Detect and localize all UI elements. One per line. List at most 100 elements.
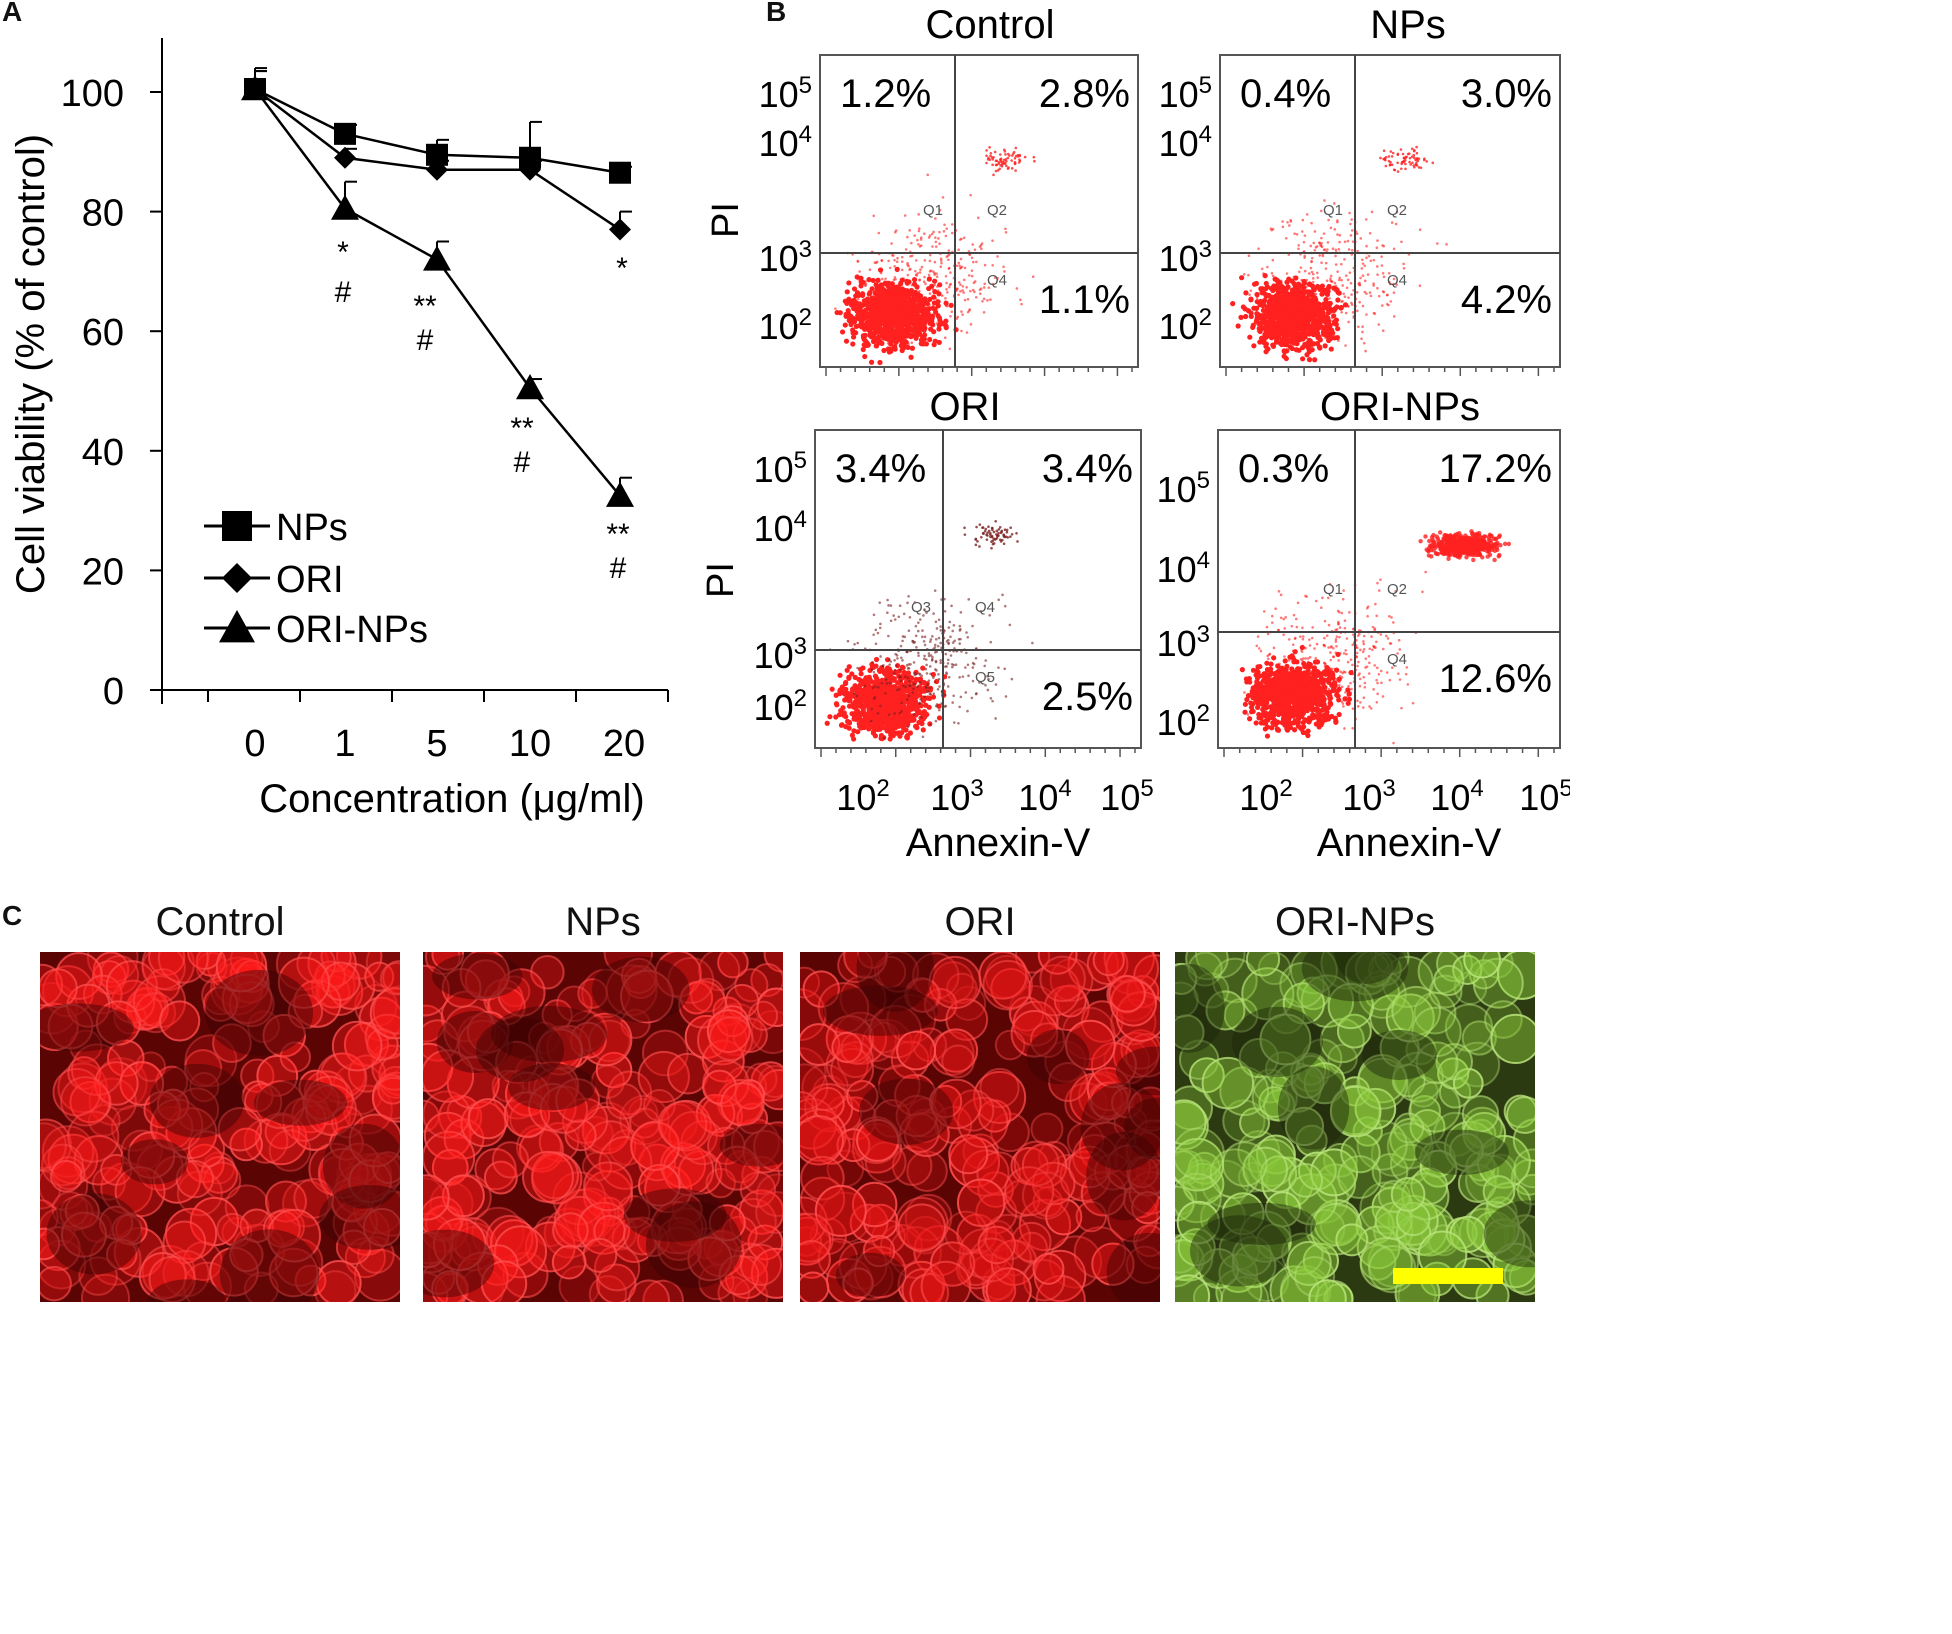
event-dot	[959, 611, 963, 614]
event-dot	[855, 688, 861, 694]
event-dot	[1293, 326, 1299, 332]
event-dot	[847, 697, 853, 703]
event-dot	[925, 326, 928, 330]
event-dot	[989, 640, 993, 644]
event-dot	[1295, 713, 1301, 719]
event-dot	[1281, 348, 1287, 354]
event-dot	[894, 313, 900, 319]
point-ori-nps	[241, 75, 269, 101]
event-dot	[1270, 343, 1277, 349]
log-tick-label: 103	[754, 633, 807, 676]
event-dot	[987, 286, 991, 289]
event-dot	[1240, 304, 1246, 310]
event-dot	[908, 354, 914, 360]
event-dot	[872, 633, 875, 637]
event-dot	[883, 698, 889, 704]
event-dot	[937, 672, 940, 676]
significance-mark: *	[337, 236, 349, 269]
event-dot	[898, 668, 902, 672]
event-dot	[1009, 535, 1012, 539]
point-ori-nps	[331, 194, 359, 220]
event-dot	[919, 618, 922, 621]
event-dot	[918, 271, 922, 274]
event-dot	[1336, 711, 1342, 718]
log-tick-label: 104	[1018, 775, 1071, 818]
log-tick-label: 105	[1100, 775, 1153, 818]
legend-marker	[219, 610, 255, 643]
event-dot	[1293, 332, 1299, 338]
event-dot	[1268, 303, 1271, 306]
event-dot	[870, 296, 874, 300]
event-dot	[997, 528, 1001, 531]
event-dot	[1349, 281, 1353, 285]
event-dot	[1255, 669, 1261, 675]
event-dot	[1273, 687, 1279, 693]
event-dot	[991, 699, 994, 703]
event-dot	[988, 146, 991, 149]
event-dot	[944, 704, 948, 708]
event-dot	[846, 675, 852, 681]
event-dot	[871, 338, 877, 344]
event-dot	[915, 317, 919, 321]
event-dot	[910, 341, 914, 345]
event-dot	[1348, 271, 1352, 274]
event-dot	[844, 300, 850, 306]
event-dot	[868, 268, 872, 272]
event-dot	[933, 589, 937, 592]
event-dot	[1000, 164, 1004, 168]
event-dot	[1316, 724, 1322, 730]
event-dot	[1276, 301, 1279, 304]
event-dot	[914, 259, 918, 262]
event-dot	[834, 702, 840, 708]
event-dot	[1305, 278, 1309, 282]
event-dot	[914, 634, 918, 638]
event-dot	[957, 248, 960, 251]
event-dot	[906, 273, 910, 277]
event-dot	[1295, 720, 1301, 726]
event-dot	[882, 311, 888, 318]
event-dot	[1291, 293, 1295, 297]
event-dot	[1262, 318, 1268, 324]
event-dot	[912, 661, 916, 664]
event-dot	[1249, 289, 1253, 292]
event-dot	[948, 347, 952, 351]
event-dot	[864, 296, 871, 302]
event-dot	[1301, 300, 1305, 304]
event-dot	[871, 686, 875, 690]
event-dot	[958, 264, 961, 267]
event-dot	[1351, 311, 1355, 314]
event-dot	[926, 173, 930, 177]
event-dot	[906, 327, 909, 330]
event-dot	[1289, 287, 1295, 293]
event-dot	[853, 294, 856, 298]
event-dot	[1343, 240, 1347, 244]
event-dot	[1364, 349, 1367, 353]
event-dot	[907, 342, 910, 346]
event-dot	[1351, 240, 1355, 243]
event-dot	[998, 167, 1002, 171]
event-dot	[1312, 292, 1316, 295]
event-dot	[1280, 299, 1284, 303]
event-dot	[863, 342, 869, 349]
event-dot	[1300, 729, 1306, 736]
event-dot	[1400, 161, 1404, 164]
event-dot	[935, 322, 939, 325]
event-dot	[1242, 272, 1246, 276]
event-dot	[1349, 222, 1352, 226]
event-dot	[946, 291, 949, 294]
panel-label-c: C	[2, 900, 23, 931]
event-dot	[923, 635, 927, 639]
event-dot	[893, 297, 900, 304]
event-dot	[987, 529, 991, 533]
event-dot	[1255, 296, 1259, 300]
event-dot	[888, 681, 892, 685]
y-axis-label: PI	[700, 562, 742, 598]
event-dot	[917, 227, 921, 230]
event-dot	[915, 320, 919, 323]
event-dot	[1004, 230, 1008, 234]
event-dot	[902, 304, 906, 307]
event-dot	[993, 276, 997, 279]
event-dot	[1306, 337, 1312, 343]
event-dot	[1257, 328, 1263, 335]
event-dot	[1372, 258, 1376, 262]
